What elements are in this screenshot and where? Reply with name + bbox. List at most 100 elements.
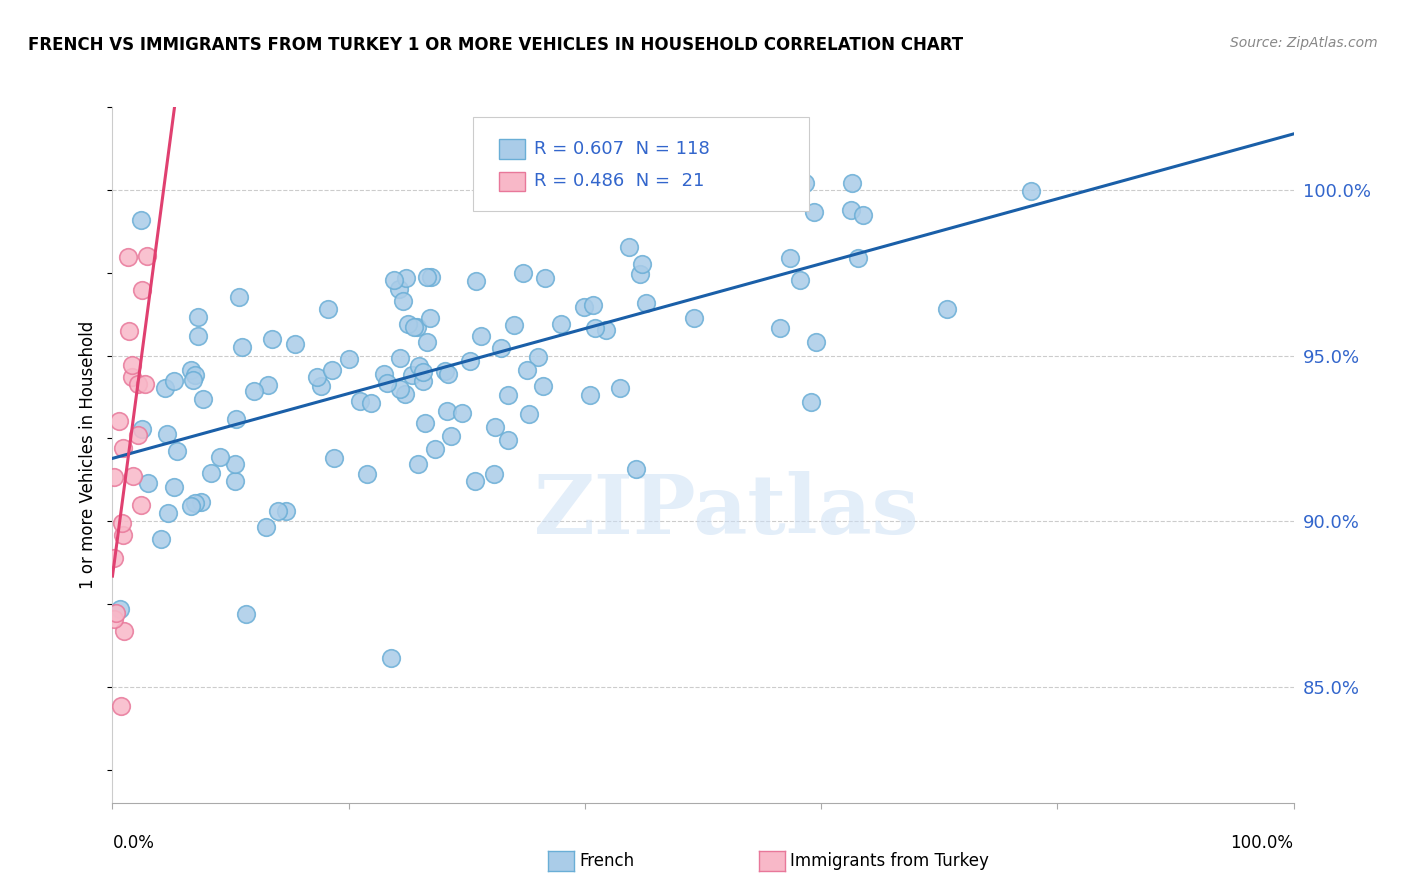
FancyBboxPatch shape: [472, 118, 810, 211]
Point: [465, 274, 488, 288]
Point: [384, 273, 406, 287]
Text: 100.0%: 100.0%: [1230, 834, 1294, 852]
Point: [423, 442, 446, 456]
Point: [512, 266, 534, 280]
Point: [412, 366, 434, 380]
Text: 0.0%: 0.0%: [112, 834, 155, 852]
Point: [585, 321, 607, 335]
Point: [121, 369, 143, 384]
Point: [803, 204, 825, 219]
Point: [669, 176, 692, 190]
Point: [440, 428, 463, 442]
Point: [806, 334, 828, 349]
Point: [389, 351, 412, 365]
Point: [412, 374, 434, 388]
Point: [321, 363, 343, 377]
Point: [117, 250, 139, 264]
Y-axis label: 1 or more Vehicles in Household: 1 or more Vehicles in Household: [79, 321, 97, 589]
Point: [150, 532, 173, 546]
Point: [254, 520, 277, 534]
Point: [624, 461, 647, 475]
Point: [450, 405, 472, 419]
Point: [769, 321, 792, 335]
Point: [396, 317, 419, 331]
Text: Source: ZipAtlas.com: Source: ZipAtlas.com: [1230, 36, 1378, 50]
Point: [110, 698, 132, 713]
Point: [284, 336, 307, 351]
Point: [631, 257, 654, 271]
Point: [228, 290, 250, 304]
Point: [187, 310, 209, 324]
Point: [107, 414, 129, 428]
Point: [516, 363, 538, 377]
Point: [166, 443, 188, 458]
Point: [129, 498, 152, 512]
Point: [574, 300, 596, 314]
Point: [122, 468, 145, 483]
Point: [112, 527, 135, 541]
Point: [436, 404, 458, 418]
Point: [628, 267, 651, 281]
Point: [595, 323, 617, 337]
Point: [111, 516, 134, 530]
Point: [131, 422, 153, 436]
Point: [127, 376, 149, 391]
Text: Immigrants from Turkey: Immigrants from Turkey: [790, 852, 988, 870]
Point: [225, 412, 247, 426]
Point: [180, 499, 202, 513]
Point: [155, 381, 177, 395]
Point: [373, 367, 395, 381]
Text: French: French: [579, 852, 634, 870]
Point: [531, 379, 554, 393]
Point: [392, 294, 415, 309]
Point: [180, 363, 202, 377]
Point: [190, 495, 212, 509]
FancyBboxPatch shape: [499, 139, 524, 159]
Point: [839, 202, 862, 217]
Point: [779, 251, 801, 265]
Point: [551, 193, 574, 207]
Point: [266, 504, 288, 518]
Point: [131, 283, 153, 297]
Point: [496, 433, 519, 447]
Point: [156, 427, 179, 442]
Point: [183, 368, 205, 383]
Point: [184, 496, 207, 510]
Point: [262, 332, 284, 346]
Text: R = 0.486  N =  21: R = 0.486 N = 21: [534, 172, 704, 191]
Point: [489, 341, 512, 355]
Point: [309, 379, 332, 393]
Point: [103, 551, 125, 566]
Point: [526, 350, 548, 364]
Point: [413, 416, 436, 430]
Point: [111, 441, 134, 455]
Point: [401, 368, 423, 382]
Point: [852, 208, 875, 222]
Point: [134, 376, 156, 391]
Point: [416, 334, 439, 349]
Point: [579, 387, 602, 401]
Point: [138, 475, 160, 490]
Point: [307, 370, 329, 384]
Point: [408, 359, 430, 373]
Point: [181, 374, 204, 388]
Point: [470, 329, 492, 343]
Point: [789, 273, 811, 287]
Point: [193, 392, 215, 406]
Point: [419, 311, 441, 326]
Point: [323, 450, 346, 465]
Point: [464, 474, 486, 488]
Point: [274, 504, 297, 518]
Point: [498, 388, 520, 402]
Point: [794, 176, 817, 190]
Point: [127, 428, 149, 442]
Point: [682, 310, 704, 325]
Point: [108, 602, 131, 616]
Point: [433, 364, 456, 378]
Point: [550, 317, 572, 331]
Point: [617, 240, 640, 254]
Point: [375, 376, 398, 391]
Point: [846, 251, 869, 265]
Point: [387, 282, 409, 296]
Point: [360, 396, 382, 410]
